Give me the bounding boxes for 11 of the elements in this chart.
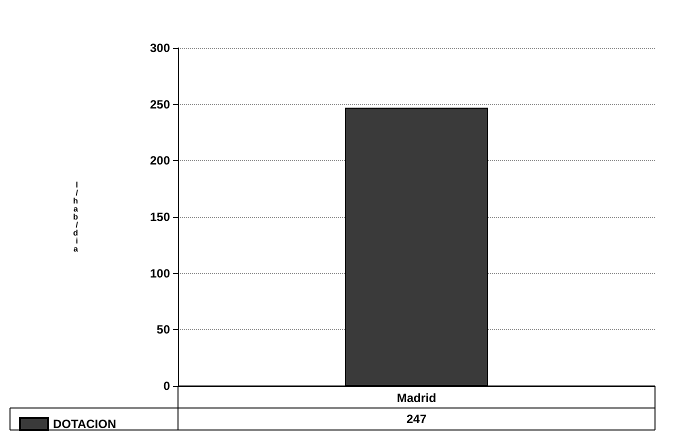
text: l/hab/dia [73, 180, 78, 254]
y-tick-label: 0 [163, 379, 170, 393]
y-tick-label: 300 [150, 41, 170, 55]
x-tick-label: Madrid [396, 391, 436, 405]
y-tick-label: 200 [150, 154, 170, 168]
y-tick-label: 100 [150, 266, 170, 280]
y-tick-label: 250 [150, 97, 170, 112]
y-tick-label: 50 [156, 322, 170, 337]
legend-label: DOTACION [53, 417, 116, 431]
data-label: 247 [406, 412, 427, 426]
y-tick-label: 150 [150, 210, 170, 224]
